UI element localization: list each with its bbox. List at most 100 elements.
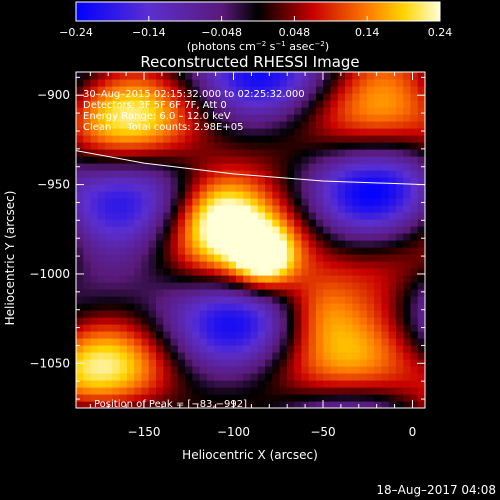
heatmap-cell (366, 303, 375, 311)
heatmap-cell (410, 100, 419, 108)
heatmap-cell (366, 338, 375, 346)
heatmap-cell (148, 177, 157, 185)
heatmap-cell (214, 212, 223, 220)
heatmap-cell (119, 359, 128, 367)
heatmap-cell (155, 373, 164, 381)
heatmap-cell (395, 205, 404, 213)
heatmap-cell (192, 191, 201, 199)
heatmap-cell (228, 338, 237, 346)
heatmap-cell (163, 240, 172, 248)
heatmap-cell (301, 170, 310, 178)
heatmap-cell (148, 254, 157, 262)
heatmap-cell (228, 93, 237, 101)
heatmap-cell (112, 331, 121, 339)
heatmap-cell (352, 93, 361, 101)
heatmap-cell (206, 100, 215, 108)
heatmap-cell (286, 156, 295, 164)
heatmap-cell (76, 128, 84, 136)
heatmap-cell (112, 240, 121, 248)
heatmap-cell (105, 205, 113, 213)
heatmap-cell (323, 296, 332, 304)
heatmap-cell (112, 401, 121, 408)
heatmap-cell (265, 100, 273, 108)
heatmap-cell (286, 100, 295, 108)
heatmap-cell (279, 86, 288, 94)
heatmap-cell (112, 121, 121, 129)
heatmap-cell (119, 401, 128, 408)
heatmap-cell (374, 324, 382, 332)
x-tick-label: −100 (217, 425, 250, 439)
heatmap-cell (155, 114, 164, 122)
heatmap-cell (395, 93, 404, 101)
heatmap-cell (155, 107, 164, 115)
heatmap-cell (301, 100, 310, 108)
heatmap-cell (359, 247, 368, 255)
heatmap-cell (177, 184, 186, 192)
heatmap-cell (214, 128, 223, 136)
heatmap-cell (272, 226, 281, 234)
heatmap-cell (134, 394, 143, 402)
heatmap-cell (228, 100, 237, 108)
heatmap-cell (192, 177, 201, 185)
heatmap-cell (315, 93, 324, 101)
heatmap-cell (155, 303, 164, 311)
heatmap-cell (250, 86, 259, 94)
heatmap-cell (97, 282, 106, 290)
heatmap-cell (395, 296, 404, 304)
heatmap-cell (286, 366, 295, 374)
heatmap-cell (272, 170, 281, 178)
heatmap-cell (403, 275, 412, 283)
heatmap-cell (126, 359, 135, 367)
heatmap-cell (286, 345, 295, 353)
heatmap-cell (359, 359, 368, 367)
heatmap-cell (192, 394, 201, 402)
heatmap-cell (410, 79, 419, 87)
heatmap-cell (177, 156, 186, 164)
heatmap-cell (134, 135, 143, 143)
heatmap-cell (417, 205, 425, 213)
heatmap-cell (308, 205, 317, 213)
heatmap-cell (155, 205, 164, 213)
heatmap-cell (323, 352, 332, 360)
heatmap-cell (90, 401, 99, 408)
heatmap-cell (410, 135, 419, 143)
heatmap-cell (265, 79, 273, 87)
heatmap-cell (76, 86, 84, 94)
heatmap-cell (388, 170, 397, 178)
heatmap-cell (323, 338, 332, 346)
heatmap-cell (97, 338, 106, 346)
heatmap-cell (286, 296, 295, 304)
heatmap-cell (199, 212, 208, 220)
heatmap-cell (163, 142, 172, 150)
heatmap-cell (83, 219, 92, 227)
heatmap-cell (214, 191, 223, 199)
heatmap-cell (228, 226, 237, 234)
heatmap-cell (76, 149, 84, 157)
heatmap-cell (206, 205, 215, 213)
heatmap-cell (272, 233, 281, 241)
heatmap-cell (83, 72, 92, 80)
heatmap-cell (134, 380, 143, 388)
heatmap-cell (228, 387, 237, 395)
heatmap-cell (90, 219, 99, 227)
heatmap-cell (308, 324, 317, 332)
heatmap-cell (286, 121, 295, 129)
heatmap-cell (177, 240, 186, 248)
heatmap-cell (352, 170, 361, 178)
heatmap-cell (352, 114, 361, 122)
heatmap-cell (112, 261, 121, 269)
heatmap-cell (163, 338, 172, 346)
heatmap-cell (301, 163, 310, 171)
heatmap-cell (243, 352, 252, 360)
heatmap-cell (374, 219, 382, 227)
heatmap-cell (265, 331, 273, 339)
heatmap-cell (126, 226, 135, 234)
heatmap-cell (279, 93, 288, 101)
heatmap-cell (97, 366, 106, 374)
heatmap-cell (381, 198, 390, 206)
heatmap-cell (337, 226, 346, 234)
heatmap-cell (235, 303, 244, 311)
heatmap-cell (294, 282, 302, 290)
heatmap-cell (163, 359, 172, 367)
heatmap-cell (134, 261, 143, 269)
